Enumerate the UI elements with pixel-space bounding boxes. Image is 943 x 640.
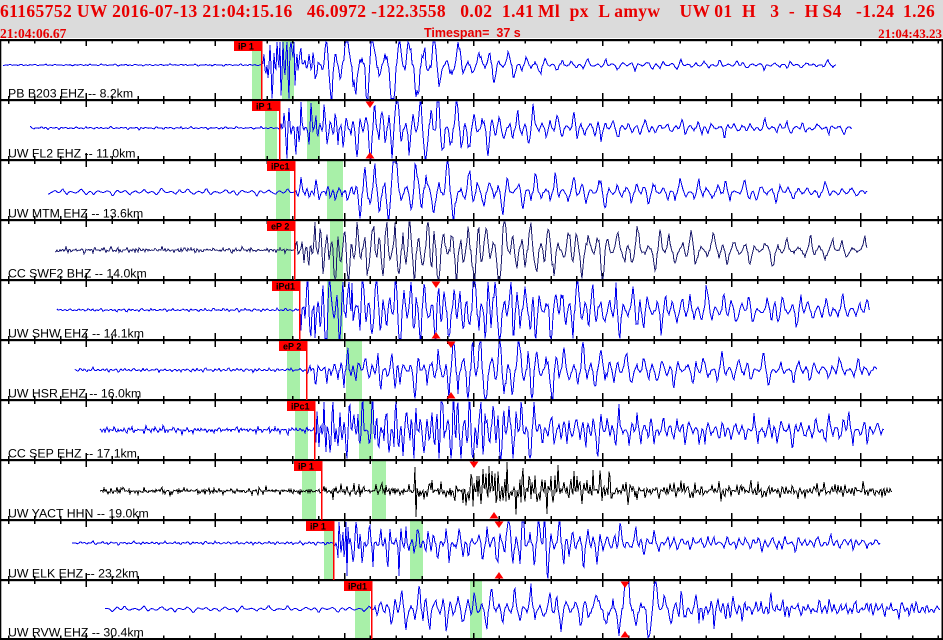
svg-text:eP 2: eP 2 — [283, 342, 301, 352]
svg-text:UW ELK EHZ -- 23.2km: UW ELK EHZ -- 23.2km — [8, 567, 139, 581]
svg-text:UW MTM EHZ -- 13.6km: UW MTM EHZ -- 13.6km — [8, 207, 143, 221]
svg-text:eP 2: eP 2 — [271, 222, 289, 232]
svg-text:UW FL2 EHZ -- 11.0km: UW FL2 EHZ -- 11.0km — [8, 147, 136, 161]
svg-text:iPc1: iPc1 — [271, 162, 290, 172]
svg-text:UW HSR EHZ -- 16.0km: UW HSR EHZ -- 16.0km — [8, 387, 141, 401]
svg-text:iP 1: iP 1 — [256, 102, 272, 112]
svg-text:iPd1: iPd1 — [276, 282, 295, 292]
svg-text:iPd1: iPd1 — [348, 582, 367, 592]
svg-text:PB B203 EHZ -- 8.2km: PB B203 EHZ -- 8.2km — [8, 87, 133, 101]
svg-text:CC SWF2 BHZ -- 14.0km: CC SWF2 BHZ -- 14.0km — [8, 267, 147, 281]
svg-text:iPc1: iPc1 — [291, 402, 310, 412]
svg-text:iP 1: iP 1 — [310, 522, 326, 532]
svg-text:iP 1: iP 1 — [298, 462, 314, 472]
svg-text:UW SHW EHZ -- 14.1km: UW SHW EHZ -- 14.1km — [8, 327, 144, 341]
svg-text:iP 1: iP 1 — [238, 42, 254, 52]
svg-text:CC SEP EHZ -- 17.1km: CC SEP EHZ -- 17.1km — [8, 447, 137, 461]
svg-text:UW RVW EHZ -- 30.4km: UW RVW EHZ -- 30.4km — [8, 626, 144, 640]
svg-text:UW YACT HHN -- 19.0km: UW YACT HHN -- 19.0km — [8, 507, 149, 521]
